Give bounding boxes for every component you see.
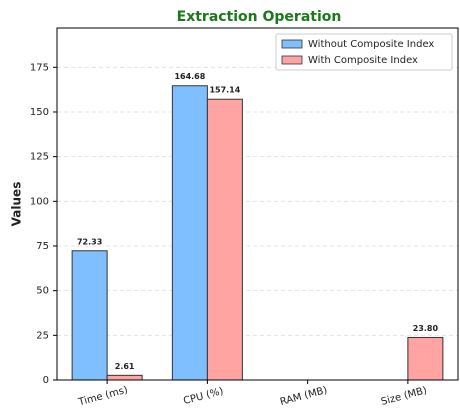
legend-swatch <box>281 55 303 65</box>
y-tick-label: 175 <box>30 62 49 73</box>
y-tick-label: 125 <box>30 152 49 163</box>
plot-frame <box>56 27 459 381</box>
legend-label: With Composite Index <box>308 55 418 66</box>
value-label: 23.80 <box>413 324 439 333</box>
y-tick-label: 150 <box>30 107 49 118</box>
x-tick-label: Time (ms) <box>77 385 130 409</box>
y-tick-label: 50 <box>36 286 49 297</box>
legend-label: Without Composite Index <box>308 39 434 50</box>
bar <box>171 85 208 381</box>
x-tick-label: Size (MB) <box>380 385 428 408</box>
value-label: 72.33 <box>77 237 102 246</box>
value-label: 2.61 <box>115 362 135 371</box>
x-tick-label: CPU (%) <box>182 386 224 407</box>
value-label: 164.68 <box>174 72 205 81</box>
bar <box>206 98 243 381</box>
y-axis-label: Values <box>10 182 24 227</box>
bar <box>106 374 143 381</box>
legend: Without Composite Index With Composite In… <box>275 33 453 71</box>
bar <box>71 250 108 381</box>
x-tick-label: RAM (MB) <box>279 385 329 408</box>
legend-swatch <box>281 39 303 49</box>
y-tick-label: 100 <box>30 196 49 207</box>
y-tick-label: 0 <box>43 375 49 386</box>
value-label: 157.14 <box>209 86 240 95</box>
chart-title: Extraction Operation <box>177 9 342 25</box>
legend-box <box>275 33 453 71</box>
y-tick-label: 25 <box>36 330 49 341</box>
bar <box>407 336 444 381</box>
y-tick-label: 75 <box>36 241 49 252</box>
